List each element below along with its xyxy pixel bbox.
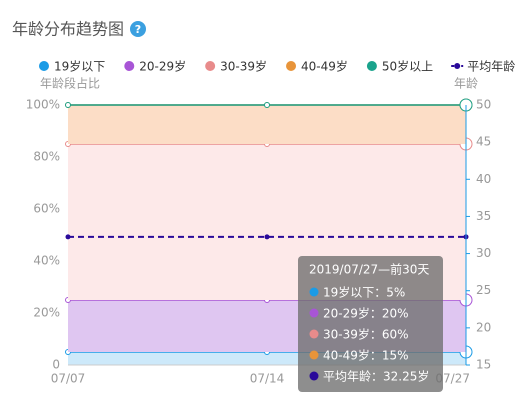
y-tick-label: 100% [26,98,60,112]
y-tick-label: 20% [33,306,60,320]
legend-label: 30-39岁 [220,59,267,74]
tooltip-row: 40-49岁：15% [323,348,409,363]
y-tick-label: 40% [33,254,60,268]
tooltip-title: 2019/07/27—前30天 [309,262,429,277]
tooltip: 2019/07/27—前30天 19岁以下：5% 20-29岁：20% 30-39岁：… [298,256,443,392]
y2-tick-label: 35 [476,209,491,223]
legend-marker [454,63,461,69]
y-tick-label: 0 [52,358,60,372]
point [264,234,270,240]
tooltip-marker [309,371,319,381]
legend-marker [124,61,135,71]
x-tick-label: 07/27 [435,372,470,386]
help-icon[interactable] [130,21,146,37]
tooltip-row: 20-29岁：20% [323,306,409,321]
y2-tick-label: 15 [476,358,491,372]
y2-tick-label: 40 [476,172,491,186]
y2-tick-label: 30 [476,246,491,260]
legend-marker [286,61,297,71]
chart-title: 年龄分布趋势图 [12,20,124,39]
legend-label: 40-49岁 [301,59,348,74]
tooltip-marker [309,329,319,339]
point [65,234,71,240]
y2-tick-label: 50 [476,98,491,112]
tooltip-marker [309,287,319,297]
legend-label: 平均年龄 [467,60,515,74]
tooltip-marker [309,350,319,360]
tooltip-marker [309,308,319,318]
tooltip-row: 19岁以下：5% [323,285,405,300]
x-tick-label: 07/07 [51,372,86,386]
help-icon-glyph[interactable]: ? [135,23,141,36]
point [65,102,71,108]
y-tick-label: 80% [33,150,60,164]
legend-marker [39,61,49,71]
legend-label: 20-29岁 [139,59,186,74]
x-tick-label: 07/14 [250,372,285,386]
y2-axis-title: 年龄 [454,77,478,91]
point [264,102,270,108]
area [68,105,466,144]
y2-tick-label: 45 [476,135,491,149]
legend-label: 19岁以下 [54,59,105,74]
legend-marker [205,61,216,71]
tooltip-box [298,256,443,392]
legend-marker [366,61,377,71]
y2-tick-label: 25 [476,283,491,297]
y-tick-label: 60% [33,202,60,216]
y-axis-title: 年龄段占比 [40,76,100,91]
y2-tick-label: 20 [476,320,491,334]
tooltip-row: 平均年龄：32.25岁 [323,369,429,384]
legend-label: 50岁以上 [382,59,433,74]
tooltip-row: 30-39岁：60% [323,327,409,342]
